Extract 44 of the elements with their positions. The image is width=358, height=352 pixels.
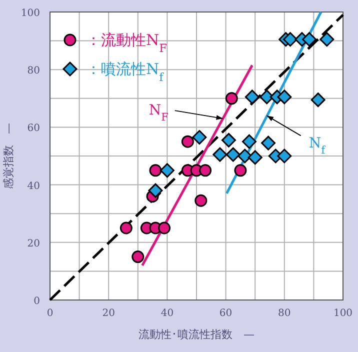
x-axis-title: 流動性･噴流性指数 — — [138, 328, 254, 341]
x-tick-label: 100 — [333, 308, 353, 319]
point — [158, 222, 171, 234]
point — [277, 148, 292, 164]
point — [302, 32, 317, 47]
point — [225, 92, 238, 105]
x-tick-label: 60 — [219, 308, 232, 319]
legend-label: ：流動性N$_{F}$ — [86, 31, 168, 54]
point — [181, 135, 194, 148]
point — [234, 164, 247, 177]
y-tick-label: 100 — [20, 8, 40, 19]
point — [149, 164, 162, 177]
x-tick-label: 80 — [278, 308, 291, 319]
y-tick-label: 60 — [27, 123, 40, 134]
point — [310, 92, 326, 108]
y-tick-label: 80 — [27, 66, 40, 77]
y-tick-label: 20 — [27, 238, 40, 250]
x-tick-label: 40 — [160, 308, 174, 319]
point — [212, 147, 228, 162]
point — [221, 132, 236, 148]
y-tick-label: 40 — [27, 180, 40, 192]
point — [261, 136, 276, 150]
x-tick-label: 0 — [46, 308, 54, 319]
point — [283, 32, 298, 47]
point — [160, 163, 174, 178]
y-tick-label: 0 — [34, 296, 40, 307]
point — [238, 148, 252, 164]
point — [148, 183, 163, 198]
point — [226, 147, 240, 162]
legend-label: ：噴流性N$_{f}$ — [86, 60, 164, 84]
point — [244, 90, 260, 104]
point — [194, 194, 208, 207]
point — [277, 90, 292, 104]
point — [199, 164, 212, 177]
annotation: N$_{F}$ — [148, 102, 168, 124]
point — [132, 250, 144, 264]
x-tick-label: 20 — [102, 308, 115, 319]
point — [248, 150, 262, 165]
point — [242, 134, 256, 149]
point — [192, 130, 207, 145]
y-axis-title: 感覚指数 — — [2, 123, 15, 189]
point — [320, 32, 334, 47]
point — [120, 222, 132, 234]
annotation: N$_{f}$ — [308, 136, 326, 157]
